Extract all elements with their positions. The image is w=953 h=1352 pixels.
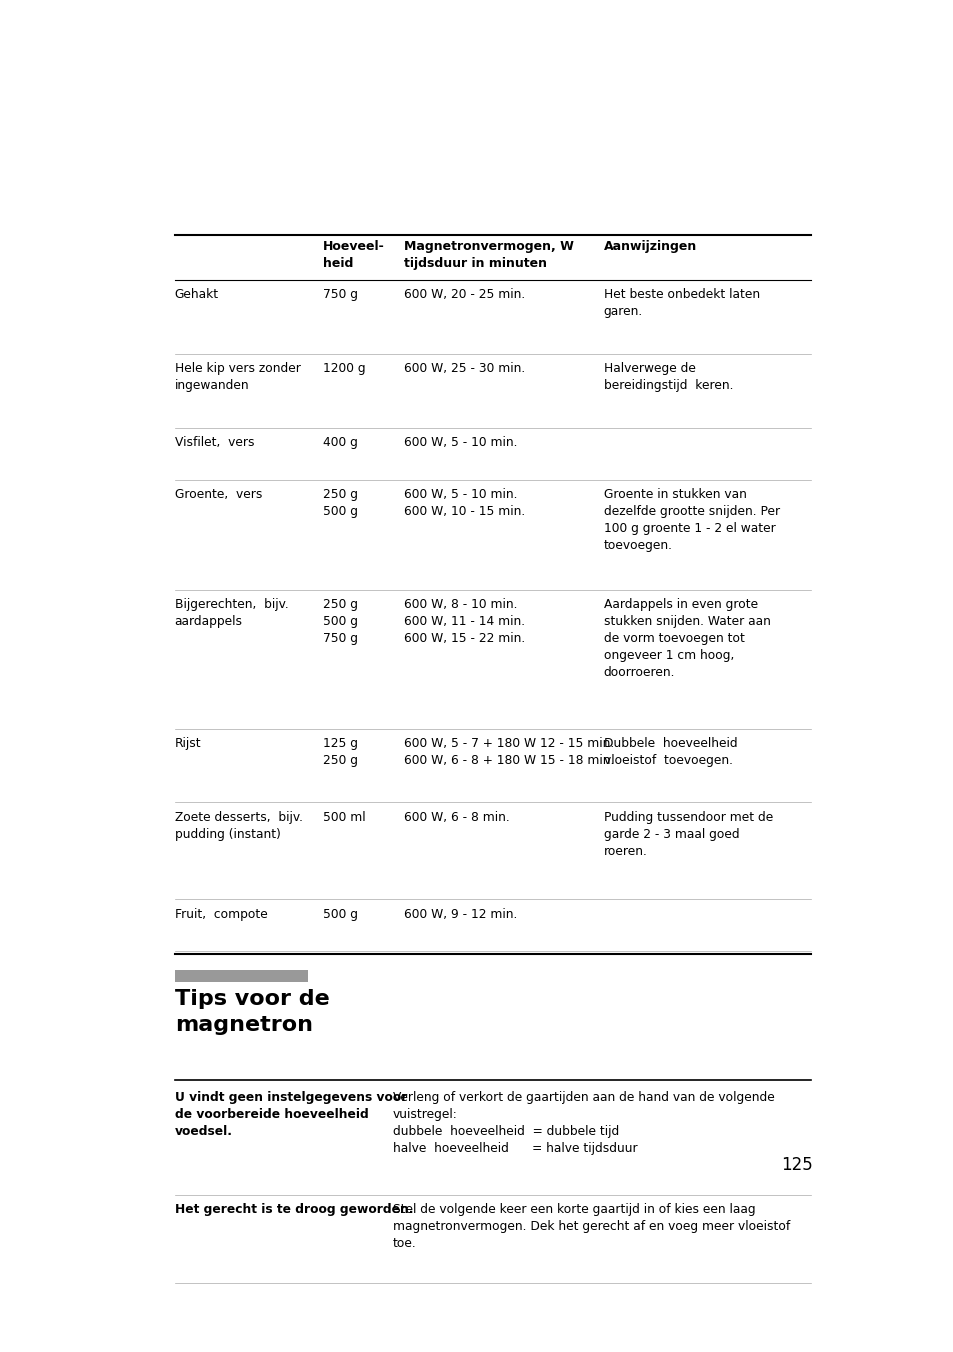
Text: 600 W, 25 - 30 min.: 600 W, 25 - 30 min. <box>403 362 524 375</box>
Text: Pudding tussendoor met de
garde 2 - 3 maal goed
roeren.: Pudding tussendoor met de garde 2 - 3 ma… <box>603 811 772 857</box>
Text: Rijst: Rijst <box>174 737 201 750</box>
Text: 600 W, 8 - 10 min.
600 W, 11 - 14 min.
600 W, 15 - 22 min.: 600 W, 8 - 10 min. 600 W, 11 - 14 min. 6… <box>403 599 524 645</box>
Text: Groente in stukken van
dezelfde grootte snijden. Per
100 g groente 1 - 2 el wate: Groente in stukken van dezelfde grootte … <box>603 488 779 552</box>
Text: Hele kip vers zonder
ingewanden: Hele kip vers zonder ingewanden <box>174 362 300 392</box>
Text: 600 W, 20 - 25 min.: 600 W, 20 - 25 min. <box>403 288 524 301</box>
Text: Het beste onbedekt laten
garen.: Het beste onbedekt laten garen. <box>603 288 759 318</box>
Text: Aardappels in even grote
stukken snijden. Water aan
de vorm toevoegen tot
ongeve: Aardappels in even grote stukken snijden… <box>603 599 770 680</box>
Text: 1200 g: 1200 g <box>322 362 365 375</box>
Text: Groente,  vers: Groente, vers <box>174 488 262 502</box>
Text: 400 g: 400 g <box>322 437 357 449</box>
Text: Stel de volgende keer een korte gaartijd in of kies een laag
magnetronvermogen. : Stel de volgende keer een korte gaartijd… <box>393 1203 789 1251</box>
Text: 125 g
250 g: 125 g 250 g <box>322 737 357 767</box>
Text: Zoete desserts,  bijv.
pudding (instant): Zoete desserts, bijv. pudding (instant) <box>174 811 302 841</box>
Text: Hoeveel-
heid: Hoeveel- heid <box>322 241 384 270</box>
Text: Aanwijzingen: Aanwijzingen <box>603 241 696 253</box>
Bar <box>174 971 308 982</box>
Text: Halverwege de
bereidingstijd  keren.: Halverwege de bereidingstijd keren. <box>603 362 732 392</box>
Text: 600 W, 5 - 10 min.
600 W, 10 - 15 min.: 600 W, 5 - 10 min. 600 W, 10 - 15 min. <box>403 488 524 518</box>
Text: Het gerecht is te droog geworden.: Het gerecht is te droog geworden. <box>174 1203 413 1217</box>
Text: 250 g
500 g
750 g: 250 g 500 g 750 g <box>322 599 357 645</box>
Text: Dubbele  hoeveelheid
vloeistof  toevoegen.: Dubbele hoeveelheid vloeistof toevoegen. <box>603 737 737 767</box>
Text: 125: 125 <box>781 1156 812 1174</box>
Text: 750 g: 750 g <box>322 288 357 301</box>
Text: Gehakt: Gehakt <box>174 288 218 301</box>
Text: Bijgerechten,  bijv.
aardappels: Bijgerechten, bijv. aardappels <box>174 599 288 629</box>
Text: 600 W, 5 - 10 min.: 600 W, 5 - 10 min. <box>403 437 517 449</box>
Text: 600 W, 5 - 7 + 180 W 12 - 15 min.
600 W, 6 - 8 + 180 W 15 - 18 min.: 600 W, 5 - 7 + 180 W 12 - 15 min. 600 W,… <box>403 737 614 767</box>
Text: 600 W, 9 - 12 min.: 600 W, 9 - 12 min. <box>403 907 517 921</box>
Text: 500 ml: 500 ml <box>322 811 365 823</box>
Text: 500 g: 500 g <box>322 907 357 921</box>
Text: Verleng of verkort de gaartijden aan de hand van de volgende
vuistregel:
dubbele: Verleng of verkort de gaartijden aan de … <box>393 1091 774 1155</box>
Text: 600 W, 6 - 8 min.: 600 W, 6 - 8 min. <box>403 811 509 823</box>
Text: Fruit,  compote: Fruit, compote <box>174 907 267 921</box>
Text: U vindt geen instelgegevens voor
de voorbereide hoeveelheid
voedsel.: U vindt geen instelgegevens voor de voor… <box>174 1091 407 1138</box>
Text: Magnetronvermogen, W
tijdsduur in minuten: Magnetronvermogen, W tijdsduur in minute… <box>403 241 573 270</box>
Text: 250 g
500 g: 250 g 500 g <box>322 488 357 518</box>
Text: Tips voor de
magnetron: Tips voor de magnetron <box>174 988 329 1036</box>
Text: Visfilet,  vers: Visfilet, vers <box>174 437 253 449</box>
